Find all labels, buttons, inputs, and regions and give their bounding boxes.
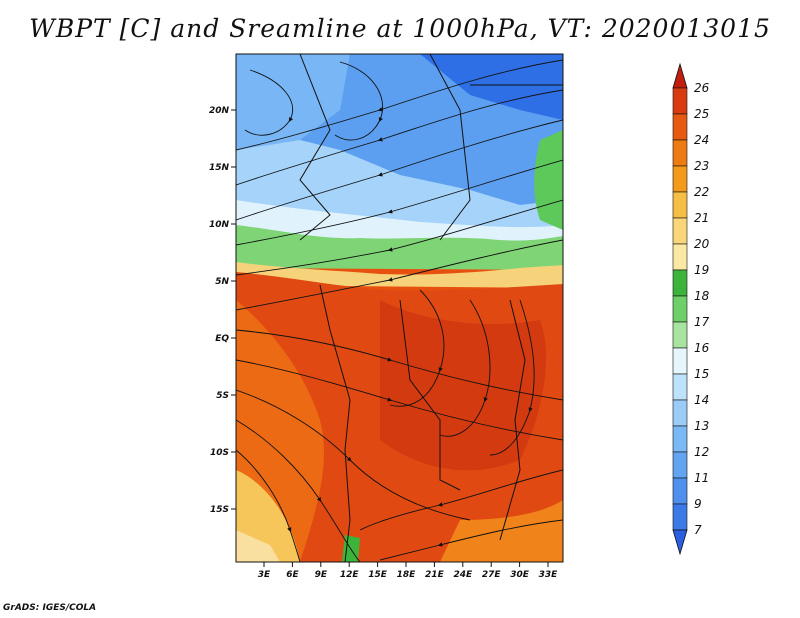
- lat-tick-label: 10N: [209, 220, 230, 230]
- plot-frame: [235, 53, 564, 563]
- colorbar-label: 24: [694, 133, 709, 147]
- colorbar-bin: [672, 321, 688, 349]
- lon-tick-label: 27E: [482, 570, 502, 580]
- lon-tick-label: 15E: [368, 570, 388, 580]
- colorbar-bin: [672, 503, 688, 531]
- chart-title: WBPT [C] and Sreamline at 1000hPa, VT: 2…: [29, 14, 771, 43]
- lon-tick-label: 3E: [258, 570, 271, 580]
- colorbar-label: 7: [694, 523, 702, 537]
- colorbar-label: 22: [694, 185, 709, 199]
- lon-tick-label: 30E: [510, 570, 530, 580]
- colorbar-bin: [672, 269, 688, 297]
- lon-tick-label: 18E: [397, 570, 417, 580]
- colorbar: 26 25 24 23 22 21 20 19 18 17 16 15 14 13 12 11 9 7: [672, 62, 710, 556]
- lat-tick-label: 5N: [215, 277, 229, 287]
- lon-tick-label: 24E: [453, 570, 473, 580]
- lat-tick-label: 20N: [209, 106, 230, 116]
- wbpt-field: [236, 54, 563, 562]
- colorbar-label: 19: [694, 263, 709, 277]
- colorbar-label: 20: [694, 237, 710, 251]
- colorbar-label: 18: [694, 289, 710, 303]
- lat-tick-label: 10S: [210, 448, 229, 458]
- lat-tick-label: 15S: [210, 505, 229, 515]
- lat-tick-label: 5S: [216, 391, 229, 401]
- lon-tick-label: 21E: [425, 570, 445, 580]
- colorbar-label: 25: [694, 107, 709, 121]
- lat-tick-label: EQ: [215, 334, 229, 344]
- colorbar-label: 17: [694, 315, 710, 329]
- colorbar-bin: [672, 217, 688, 245]
- colorbar-bin: [672, 87, 688, 115]
- colorbar-label: 26: [694, 81, 710, 95]
- colorbar-label: 21: [694, 211, 709, 225]
- colorbar-bin: [672, 139, 688, 167]
- colorbar-bin: [672, 113, 688, 141]
- colorbar-label: 16: [694, 341, 710, 355]
- colorbar-bin: [672, 399, 688, 427]
- colorbar-bin: [672, 347, 688, 375]
- lon-tick-label: 9E: [315, 570, 328, 580]
- grads-credit: GrADS: IGES/COLA: [3, 603, 97, 613]
- colorbar-label: 9: [694, 497, 702, 511]
- latitude-axis: 20N 15N 10N 5N EQ 5S 10S 15S: [209, 106, 236, 515]
- colorbar-label: 12: [694, 445, 709, 459]
- colorbar-label: 14: [694, 393, 709, 407]
- colorbar-bin: [672, 451, 688, 479]
- colorbar-bin: [672, 165, 688, 193]
- colorbar-label: 11: [694, 471, 709, 485]
- colorbar-bin: [672, 243, 688, 271]
- lon-tick-label: 33E: [539, 570, 559, 580]
- lon-tick-label: 12E: [340, 570, 360, 580]
- colorbar-label: 13: [694, 419, 709, 433]
- colorbar-bin: [672, 425, 688, 453]
- colorbar-bin: [672, 477, 688, 505]
- colorbar-bin: [672, 191, 688, 219]
- colorbar-bin: [672, 295, 688, 323]
- colorbar-label: 23: [694, 159, 709, 173]
- lat-tick-label: 15N: [209, 163, 230, 173]
- lon-tick-label: 6E: [286, 570, 299, 580]
- longitude-axis: 3E 6E 9E 12E 15E 18E 21E 24E 27E 30E 33E: [258, 562, 558, 580]
- colorbar-bin: [672, 373, 688, 401]
- colorbar-label: 15: [694, 367, 709, 381]
- colorbar-max-arrow: [672, 62, 688, 89]
- colorbar-min-arrow: [672, 529, 688, 556]
